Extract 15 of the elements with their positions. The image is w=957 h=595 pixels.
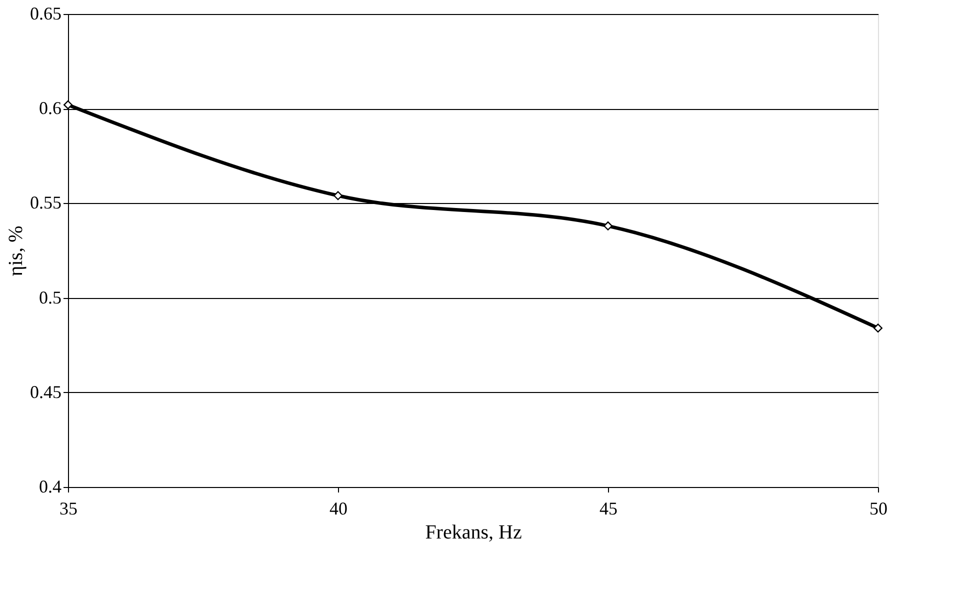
point xyxy=(334,191,342,200)
x-tick-label: 40 xyxy=(330,498,348,518)
point xyxy=(874,324,882,333)
x-axis-title: Frekans, Hz xyxy=(425,522,522,544)
x-tick-label: 35 xyxy=(60,498,78,518)
x-tick-label: 45 xyxy=(600,498,618,518)
y-tick-label: 0.6 xyxy=(39,98,62,118)
y-tick-label: 0.55 xyxy=(30,192,62,213)
point xyxy=(604,221,612,230)
y-tick-label: 0.45 xyxy=(30,382,62,402)
y-axis-title: ηis, % xyxy=(5,226,27,276)
y-tick-label: 0.5 xyxy=(39,287,62,308)
y-tick-label: 0.4 xyxy=(39,476,62,496)
x-tick-label: 50 xyxy=(870,498,888,518)
y-tick-label: 0.65 xyxy=(30,4,62,24)
